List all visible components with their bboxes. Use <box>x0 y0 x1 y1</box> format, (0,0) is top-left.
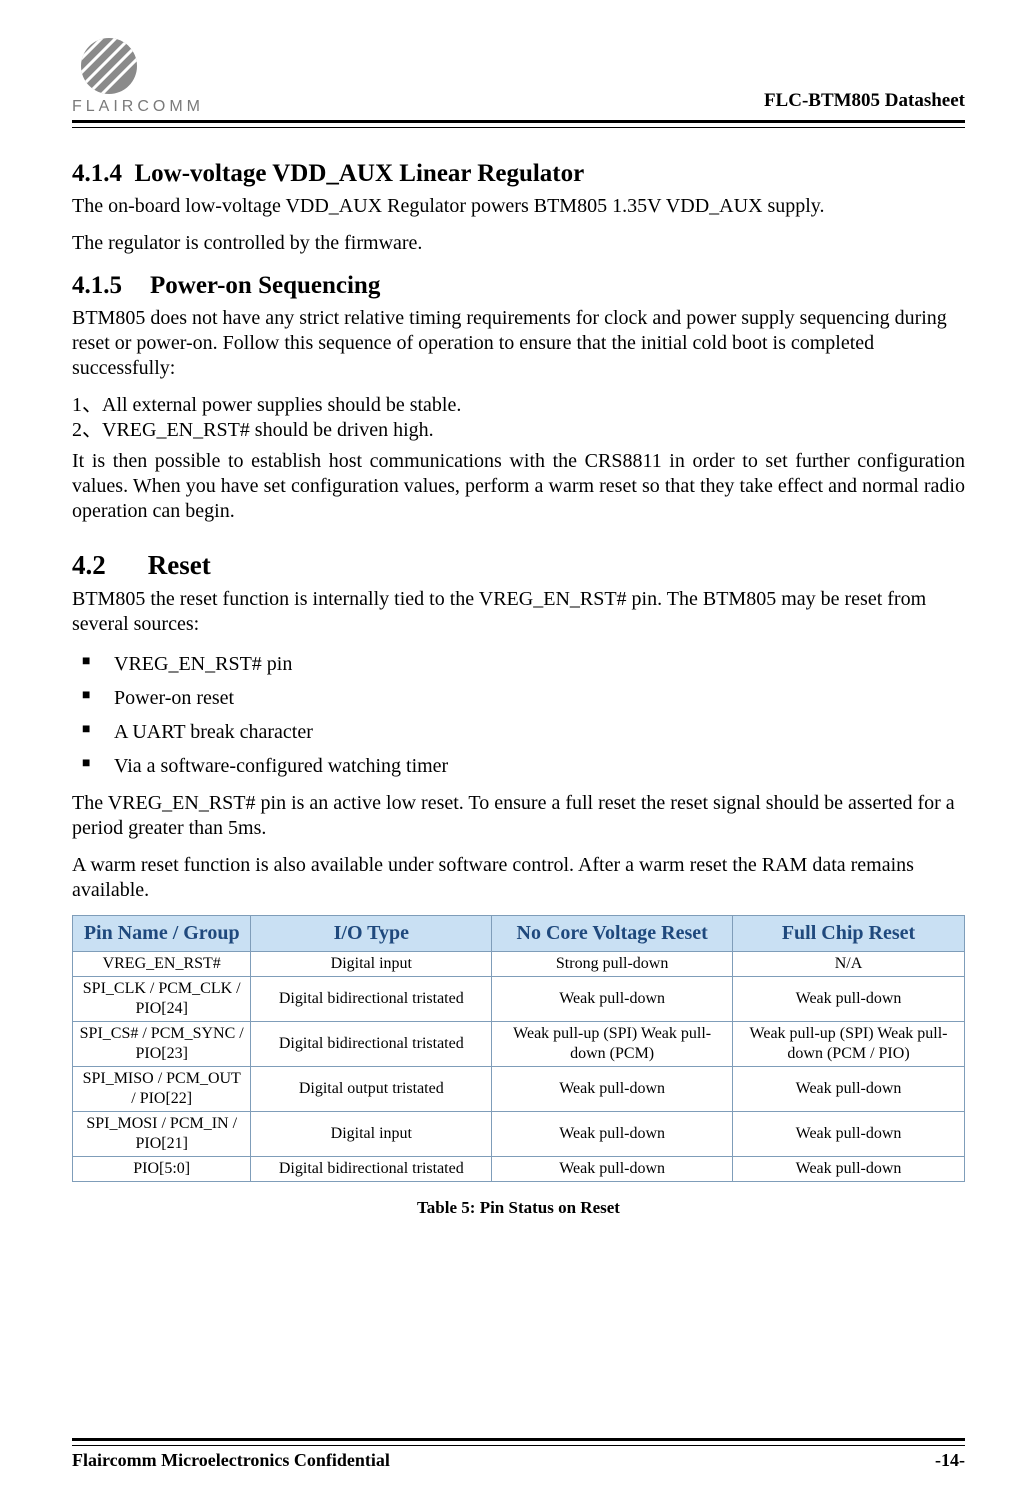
paragraph: BTM805 does not have any strict relative… <box>72 306 965 381</box>
section-4-1-4-heading: 4.1.4 Low-voltage VDD_AUX Linear Regulat… <box>72 160 965 188</box>
logo-text: FLAIRCOMM <box>72 98 204 116</box>
list-item: 1、All external power supplies should be … <box>72 393 965 418</box>
list-item: A UART break character <box>72 717 965 747</box>
header-rule <box>72 120 965 128</box>
table-row: PIO[5:0] Digital bidirectional tristated… <box>73 1157 965 1182</box>
table-header: I/O Type <box>251 916 492 952</box>
list-item: Via a software-configured watching timer <box>72 751 965 781</box>
document-title: FLC-BTM805 Datasheet <box>764 90 965 116</box>
paragraph: The VREG_EN_RST# pin is an active low re… <box>72 791 965 841</box>
table-caption: Table 5: Pin Status on Reset <box>72 1198 965 1218</box>
table-header: Pin Name / Group <box>73 916 251 952</box>
paragraph: The regulator is controlled by the firmw… <box>72 231 965 256</box>
page-number: -14- <box>935 1450 965 1471</box>
table-row: SPI_CLK / PCM_CLK / PIO[24] Digital bidi… <box>73 977 965 1022</box>
list-item: Power-on reset <box>72 683 965 713</box>
paragraph: The on-board low-voltage VDD_AUX Regulat… <box>72 194 965 219</box>
main-content: 4.1.4 Low-voltage VDD_AUX Linear Regulat… <box>72 128 965 1218</box>
logo: FLAIRCOMM <box>72 36 204 116</box>
paragraph: A warm reset function is also available … <box>72 853 965 903</box>
table-row: SPI_CS# / PCM_SYNC / PIO[23] Digital bid… <box>73 1022 965 1067</box>
paragraph: BTM805 the reset function is internally … <box>72 587 965 637</box>
page-footer: Flaircomm Microelectronics Confidential … <box>72 1430 965 1471</box>
table-header: Full Chip Reset <box>733 916 965 952</box>
footer-rule <box>72 1438 965 1446</box>
table-header: No Core Voltage Reset <box>492 916 733 952</box>
paragraph: It is then possible to establish host co… <box>72 449 965 524</box>
section-4-2-heading: 4.2Reset <box>72 550 965 581</box>
table-row: VREG_EN_RST# Digital input Strong pull-d… <box>73 952 965 977</box>
table-row: SPI_MOSI / PCM_IN / PIO[21] Digital inpu… <box>73 1112 965 1157</box>
page-header: FLAIRCOMM FLC-BTM805 Datasheet <box>72 22 965 116</box>
list-item: VREG_EN_RST# pin <box>72 649 965 679</box>
flaircomm-logo-icon <box>72 36 146 96</box>
table-row: SPI_MISO / PCM_OUT / PIO[22] Digital out… <box>73 1067 965 1112</box>
footer-confidential: Flaircomm Microelectronics Confidential <box>72 1450 390 1471</box>
reset-sources-list: VREG_EN_RST# pin Power-on reset A UART b… <box>72 649 965 781</box>
list-item: 2、VREG_EN_RST# should be driven high. <box>72 418 965 443</box>
pin-status-table: Pin Name / Group I/O Type No Core Voltag… <box>72 915 965 1182</box>
section-4-1-5-heading: 4.1.5Power-on Sequencing <box>72 272 965 300</box>
